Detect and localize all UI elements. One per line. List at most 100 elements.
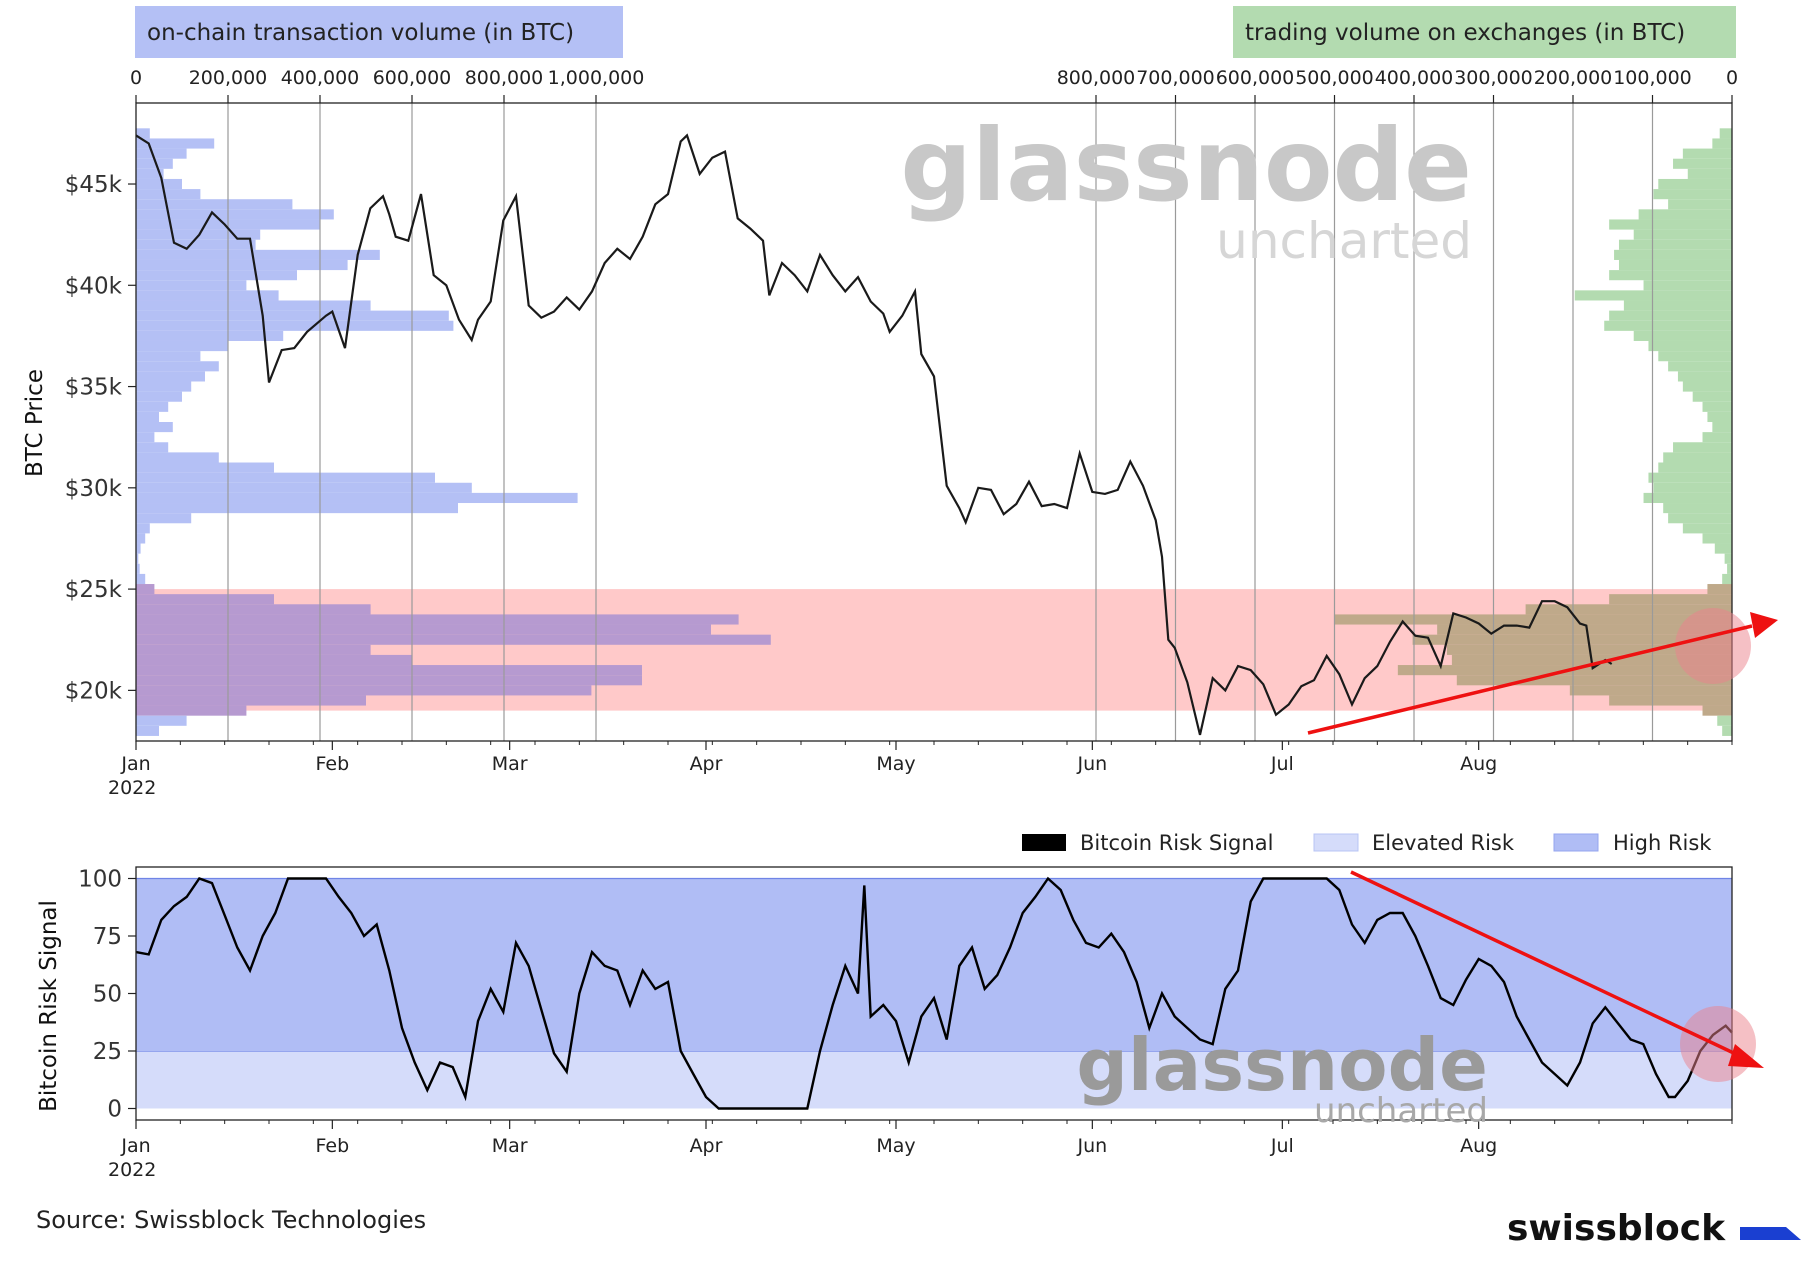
exchange-volume-bar	[1712, 138, 1732, 149]
onchain-axis-tick-label: 0	[130, 67, 142, 89]
legend-label-elevated-risk: Elevated Risk	[1372, 831, 1515, 855]
exchange-volume-bar	[1604, 320, 1732, 331]
risk-x-tick-label: Feb	[316, 1135, 350, 1157]
risk-x-tick-label: Jan	[120, 1135, 150, 1157]
price-y-axis-label: BTC Price	[22, 369, 48, 477]
onchain-header: on-chain transaction volume (in BTC)	[147, 20, 574, 46]
exchange-volume-bar	[1653, 482, 1732, 493]
exchange-axis-tick-label: 500,000	[1295, 67, 1374, 89]
risk-x-axis: Jan Feb Mar Apr May Jun Jul Aug	[120, 1120, 1733, 1157]
price-x-tick-label: May	[876, 753, 915, 775]
exchange-volume-bar	[1724, 553, 1732, 564]
onchain-volume-bar	[136, 573, 146, 585]
watermark-uncharted-bottom: uncharted	[1314, 1091, 1488, 1131]
exchange-volume-bar	[1663, 503, 1732, 514]
risk-x-tick-label: Apr	[690, 1135, 723, 1157]
onchain-volume-bar	[136, 634, 771, 645]
onchain-volume-bar	[136, 270, 297, 281]
exchange-axis-tick-label: 100,000	[1613, 67, 1692, 89]
risk-x-tick-label: Jun	[1076, 1135, 1107, 1157]
watermark-glassnode-top: glassnode	[900, 107, 1472, 224]
onchain-volume-bar	[136, 553, 139, 564]
risk-x-tick-label: May	[876, 1135, 915, 1157]
exchange-volume-bar	[1717, 715, 1732, 726]
btc-price-line	[135, 133, 1613, 736]
exchange-volume-bar	[1609, 270, 1732, 281]
exchange-volume-bar	[1638, 209, 1732, 220]
exchange-volume-bar	[1569, 685, 1732, 696]
exchange-volume-bar	[1668, 199, 1732, 210]
onchain-volume-bar	[136, 503, 458, 514]
price-x-tick-label: Jun	[1076, 753, 1107, 775]
exchange-axis-tick-label: 200,000	[1534, 67, 1613, 89]
top-highlight-circle	[1675, 608, 1751, 684]
exchange-volume-bar	[1618, 259, 1732, 271]
exchange-volume-bar	[1456, 675, 1732, 686]
risk-band-high-risk	[136, 878, 1732, 1051]
exchange-volume-bar	[1623, 300, 1732, 311]
onchain-volume-bar	[136, 351, 201, 362]
onchain-volume-bar	[136, 604, 371, 615]
onchain-volume-bar	[136, 715, 187, 726]
top-volume-gridlines	[227, 103, 1654, 741]
risk-y-tick-label: 0	[107, 1097, 122, 1123]
risk-band-elevated-risk	[136, 1051, 1732, 1109]
onchain-volume-bar	[136, 442, 169, 453]
exchange-volume-bar	[1609, 594, 1732, 605]
onchain-volume-bar	[136, 543, 141, 554]
exchange-volume-bar	[1719, 128, 1732, 139]
exchange-header-bg	[1233, 6, 1736, 58]
exchange-volume-bar	[1673, 442, 1732, 453]
onchain-axis-tick-label: 800,000	[465, 67, 544, 89]
exchange-volume-bar	[1648, 340, 1732, 352]
risk-chart: Jan Feb Mar Apr May Jun Jul Aug 0 25 50 75 100 Bitc…	[36, 831, 1764, 1181]
onchain-volume-bar	[136, 138, 215, 149]
price-y-tick-label: $25k	[65, 577, 123, 603]
exchange-volume-bar	[1673, 158, 1732, 169]
onchain-volume-bar	[136, 209, 334, 220]
onchain-volume-bar	[136, 199, 293, 210]
onchain-volume-bar	[136, 695, 366, 706]
exchange-volume-bar	[1682, 148, 1732, 159]
price-y-tick-label: $30k	[65, 476, 123, 502]
onchain-volume-bar	[136, 320, 454, 331]
exchange-volume-bar	[1609, 310, 1732, 321]
watermark-glassnode-bottom: glassnode	[1076, 1023, 1488, 1107]
risk-y-tick-label: 75	[93, 924, 122, 950]
price-y-tick-label: $20k	[65, 678, 123, 704]
legend-label-high-risk: High Risk	[1613, 831, 1712, 855]
onchain-volume-bar	[136, 533, 146, 544]
exchange-volume-bar	[1574, 290, 1732, 301]
exchange-volume-bar	[1687, 168, 1732, 179]
exchange-axis-tick-label: 0	[1726, 67, 1738, 89]
legend-swatch-elevated-risk	[1313, 833, 1359, 852]
risk-y-tick-label: 50	[93, 982, 122, 1008]
onchain-axis-tick-label: 1,000,000	[548, 67, 645, 89]
exchange-volume-bar	[1702, 533, 1732, 544]
onchain-volume-bar	[136, 654, 412, 666]
onchain-volume-bar	[136, 391, 182, 402]
onchain-volume-bar	[136, 462, 274, 473]
onchain-volume-bar	[136, 381, 192, 392]
brand-logo-mark	[1740, 1227, 1801, 1240]
onchain-volume-bar	[136, 594, 274, 605]
onchain-volume-bar	[136, 584, 155, 595]
price-y-axis: $20k $25k $30k $35k $40k $45k	[65, 172, 136, 704]
exchange-axis-tick-label: 800,000	[1057, 67, 1136, 89]
onchain-volume-bar	[136, 422, 173, 433]
exchange-volume-bar	[1682, 381, 1732, 392]
onchain-volume-bar	[136, 705, 247, 716]
exchange-volume-bar	[1663, 452, 1732, 463]
exchange-volume-bar	[1643, 492, 1732, 504]
price-chart: Jan Feb Mar Apr May Jun Jul Aug $20k $25k $30k $35…	[22, 6, 1778, 799]
onchain-volume-bar	[136, 290, 279, 301]
exchange-volume-bar	[1633, 229, 1732, 240]
price-y-tick-label: $35k	[65, 375, 123, 401]
exchange-volume-bar	[1614, 249, 1732, 260]
exchange-volume-bar	[1712, 422, 1732, 433]
legend-label-risk-signal: Bitcoin Risk Signal	[1080, 831, 1273, 855]
onchain-volume-profile	[136, 128, 771, 736]
risk-y-tick-label: 100	[78, 867, 122, 893]
onchain-volume-bar	[136, 492, 578, 504]
